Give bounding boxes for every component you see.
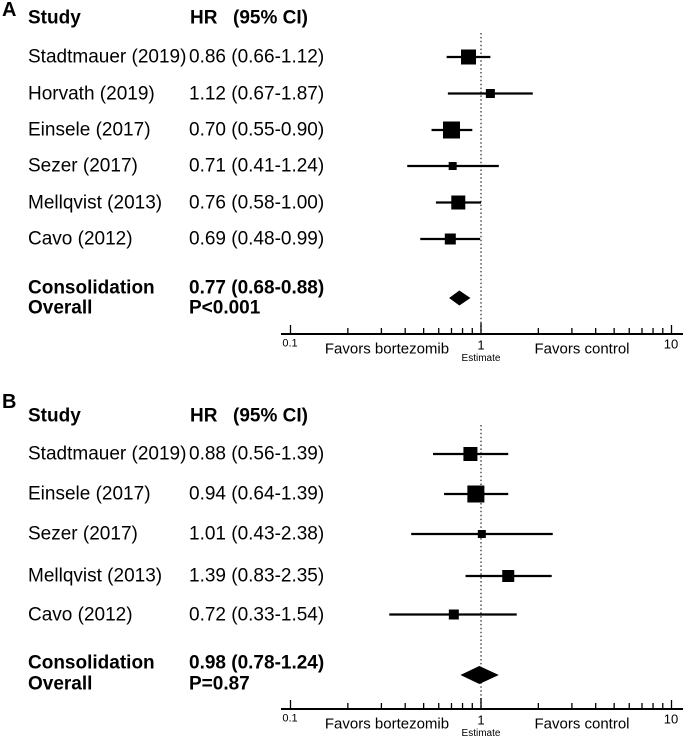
favors-right-label: Favors control <box>534 715 630 733</box>
hr-square-marker <box>502 570 515 582</box>
favors-left-label: Favors bortezomib <box>324 340 450 358</box>
study-name: Sezer (2017) <box>28 155 138 177</box>
hr-square-marker <box>485 89 495 98</box>
hr-square-marker <box>451 195 466 210</box>
hr-square-marker <box>444 233 456 245</box>
favors-right-label: Favors control <box>534 340 630 358</box>
overall-p-value: P=0.87 <box>189 673 250 695</box>
axis-title-estimate: Estimate <box>461 353 501 364</box>
column-header-ci: (95% CI) <box>233 7 308 29</box>
overall-diamond <box>460 666 499 684</box>
study-name: Sezer (2017) <box>28 523 138 545</box>
column-header-hr: HR <box>190 405 218 427</box>
axis-title-estimate: Estimate <box>461 728 501 739</box>
hr-ci-value: 0.94 (0.64-1.39) <box>189 483 325 505</box>
overall-hr-ci: 0.98 (0.78-1.24) <box>189 652 325 674</box>
study-name: Einsele (2017) <box>28 483 151 505</box>
hr-ci-value: 1.39 (0.83-2.35) <box>189 565 325 587</box>
hr-square-marker <box>477 530 486 538</box>
hr-ci-value: 1.01 (0.43-2.38) <box>189 523 325 545</box>
overall-p-value: P<0.001 <box>189 297 261 319</box>
overall-label-line2: Overall <box>28 297 93 319</box>
hr-ci-value: 0.71 (0.41-1.24) <box>189 155 325 177</box>
column-header-hr: HR <box>190 7 218 29</box>
hr-ci-value: 1.12 (0.67-1.87) <box>189 83 325 104</box>
favors-left-label: Favors bortezomib <box>324 715 450 733</box>
hr-square-marker <box>448 162 457 170</box>
hr-square-marker <box>448 609 459 620</box>
hr-ci-value: 0.88 (0.56-1.39) <box>189 443 325 465</box>
column-header-study: Study <box>28 405 81 427</box>
hr-ci-value: 0.70 (0.55-0.90) <box>189 119 325 141</box>
hr-square-marker <box>463 447 478 461</box>
axis-tick-label-0-1: 0.1 <box>282 712 298 725</box>
hr-square-marker <box>467 485 485 503</box>
column-header-study: Study <box>28 7 81 29</box>
overall-label-line1: Consolidation <box>28 652 155 674</box>
study-name: Stadtmauer (2019) <box>28 46 187 68</box>
axis-tick-label-10: 10 <box>663 336 679 352</box>
overall-diamond <box>449 290 471 306</box>
study-name: Mellqvist (2013) <box>28 192 163 213</box>
axis-tick-label-1: 1 <box>477 712 485 728</box>
study-name: Cavo (2012) <box>28 604 133 625</box>
axis-tick-label-1: 1 <box>477 337 485 353</box>
axis-tick-label-0-1: 0.1 <box>282 337 298 350</box>
hr-ci-value: 0.86 (0.66-1.12) <box>189 46 325 68</box>
axis-tick-label-10: 10 <box>663 711 679 727</box>
study-name: Mellqvist (2013) <box>28 565 163 587</box>
overall-label-line2: Overall <box>28 673 93 695</box>
study-name: Stadtmauer (2019) <box>28 443 187 465</box>
overall-label-line1: Consolidation <box>28 277 155 299</box>
study-name: Cavo (2012) <box>28 228 133 250</box>
overall-hr-ci: 0.77 (0.68-0.88) <box>189 277 325 299</box>
hr-ci-value: 0.69 (0.48-0.99) <box>189 228 325 250</box>
hr-ci-value: 0.76 (0.58-1.00) <box>189 192 325 213</box>
hr-square-marker <box>442 121 460 139</box>
panel-b-label: B <box>2 391 17 413</box>
panel-a-label: A <box>2 0 17 21</box>
study-name: Horvath (2019) <box>28 83 155 104</box>
hr-ci-value: 0.72 (0.33-1.54) <box>189 604 325 625</box>
study-name: Einsele (2017) <box>28 119 151 141</box>
column-header-ci: (95% CI) <box>233 405 308 427</box>
hr-square-marker <box>461 49 477 65</box>
